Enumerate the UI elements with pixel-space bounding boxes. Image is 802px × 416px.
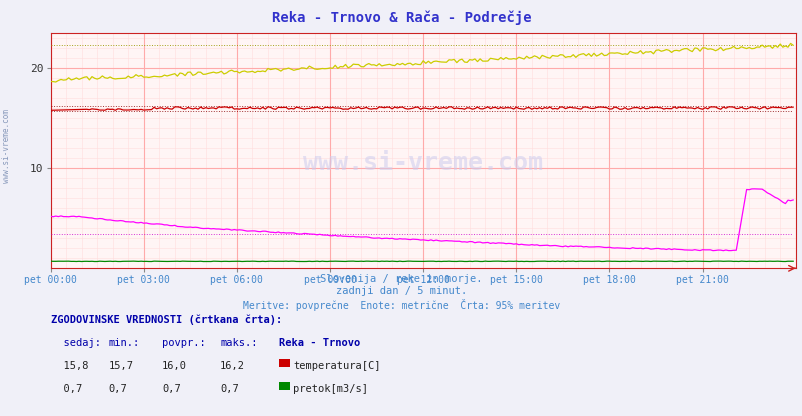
Text: 16,0: 16,0 xyxy=(162,361,187,371)
Text: temperatura[C]: temperatura[C] xyxy=(293,361,380,371)
Text: 15,7: 15,7 xyxy=(108,361,133,371)
Text: zadnji dan / 5 minut.: zadnji dan / 5 minut. xyxy=(335,286,467,296)
Text: Reka - Trnovo: Reka - Trnovo xyxy=(279,338,360,348)
Text: 0,7: 0,7 xyxy=(108,384,127,394)
Text: 0,7: 0,7 xyxy=(162,384,180,394)
Text: Meritve: povprečne  Enote: metrične  Črta: 95% meritev: Meritve: povprečne Enote: metrične Črta:… xyxy=(242,299,560,311)
Text: www.si-vreme.com: www.si-vreme.com xyxy=(303,151,542,175)
Text: 0,7: 0,7 xyxy=(220,384,238,394)
Text: pretok[m3/s]: pretok[m3/s] xyxy=(293,384,367,394)
Text: maks.:: maks.: xyxy=(220,338,257,348)
Text: min.:: min.: xyxy=(108,338,140,348)
Text: Slovenija / reke in morje.: Slovenija / reke in morje. xyxy=(320,274,482,284)
Text: 0,7: 0,7 xyxy=(51,384,82,394)
Text: ZGODOVINSKE VREDNOSTI (črtkana črta):: ZGODOVINSKE VREDNOSTI (črtkana črta): xyxy=(51,314,282,324)
Text: povpr.:: povpr.: xyxy=(162,338,205,348)
Text: www.si-vreme.com: www.si-vreme.com xyxy=(2,109,11,183)
Text: 15,8: 15,8 xyxy=(51,361,88,371)
Text: sedaj:: sedaj: xyxy=(51,338,100,348)
Text: 16,2: 16,2 xyxy=(220,361,245,371)
Text: Reka - Trnovo & Rača - Podrečje: Reka - Trnovo & Rača - Podrečje xyxy=(271,10,531,25)
